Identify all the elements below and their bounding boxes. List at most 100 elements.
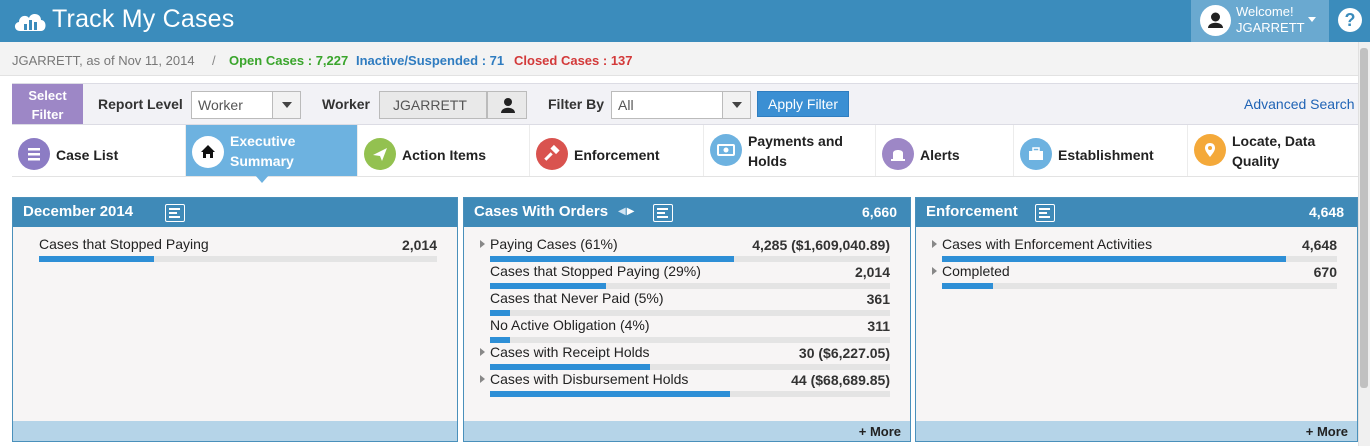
tab-establishment[interactable]: Establishment — [1014, 125, 1188, 176]
panel-rows: Paying Cases (61%) 4,285 ($1,609,040.89) C… — [464, 236, 910, 398]
worker-field[interactable]: JGARRETT — [379, 91, 487, 119]
row-label[interactable]: Completed — [942, 263, 1010, 279]
report-level-select[interactable]: Worker — [191, 91, 301, 119]
advanced-search-link[interactable]: Advanced Search — [1244, 96, 1355, 112]
row-label[interactable]: Paying Cases (61%) — [490, 236, 618, 252]
panel-header: December 2014 — [13, 198, 457, 227]
panel-footer: + More — [916, 421, 1357, 441]
worker-label: Worker — [322, 96, 370, 112]
expand-triangle-icon[interactable] — [480, 348, 485, 356]
help-icon[interactable]: ? — [1338, 8, 1362, 32]
row-value: 311 — [867, 318, 890, 334]
progress-bar — [942, 283, 1337, 289]
chevron-down-icon — [1308, 17, 1316, 22]
row-label[interactable]: No Active Obligation (4%) — [490, 317, 650, 333]
panel-cases-with-orders: Cases With Orders ◀▶ 6,660 Paying Cases … — [463, 197, 911, 442]
progress-bar — [39, 256, 437, 262]
more-link[interactable]: + More — [1305, 424, 1348, 439]
report-level-value: Worker — [198, 97, 243, 113]
tab-label: Establishment — [1058, 147, 1154, 163]
closed-cases-count[interactable]: Closed Cases : 137 — [514, 53, 633, 68]
inactive-cases-count[interactable]: Inactive/Suspended : 71 — [356, 53, 505, 68]
expand-triangle-icon[interactable] — [480, 375, 485, 383]
status-bar: JGARRETT, as of Nov 11, 2014 / Open Case… — [0, 42, 1358, 76]
row-value: 4,285 ($1,609,040.89) — [752, 237, 890, 253]
row-label[interactable]: Cases with Enforcement Activities — [942, 236, 1153, 252]
panel-title: Enforcement — [926, 203, 1018, 220]
row-value: 2,014 — [854, 264, 890, 280]
panel-header: Cases With Orders ◀▶ 6,660 — [464, 198, 910, 227]
report-icon[interactable] — [1035, 204, 1055, 222]
row-value: 44 ($68,689.85) — [791, 372, 890, 388]
panel-total: 6,660 — [861, 204, 897, 220]
row-value: 2,014 — [401, 237, 437, 253]
tab-label: Executive Summary — [230, 133, 296, 169]
list-icon — [18, 138, 50, 170]
progress-bar — [490, 310, 890, 316]
summary-row[interactable]: Completed 670 — [916, 263, 1357, 290]
report-icon[interactable] — [653, 204, 673, 222]
summary-row[interactable]: Cases that Stopped Paying 2,014 — [13, 236, 457, 263]
tab-payments-and-holds[interactable]: Payments and Holds — [704, 125, 876, 176]
report-icon[interactable] — [165, 204, 185, 222]
summary-row[interactable]: Cases that Never Paid (5%) 361 — [464, 290, 910, 317]
row-label[interactable]: Cases with Receipt Holds — [490, 344, 650, 360]
worker-lookup-button[interactable] — [487, 91, 527, 119]
expand-triangle-icon[interactable] — [932, 267, 937, 275]
panel-title: December 2014 — [23, 203, 134, 220]
select-filter-button[interactable]: Select Filter — [12, 84, 83, 124]
progress-bar-fill — [490, 391, 730, 397]
panel-footer — [13, 421, 457, 441]
filter-bar: Select Filter Report Level Worker Worker… — [12, 83, 1358, 125]
summary-row[interactable]: No Active Obligation (4%) 311 — [464, 317, 910, 344]
row-value: 670 — [1313, 264, 1337, 280]
app-title: Track My Cases — [52, 5, 235, 33]
money-icon — [710, 134, 742, 166]
nav-tabs: Case List Executive Summary Action Items… — [12, 125, 1358, 177]
gavel-icon — [536, 138, 568, 170]
row-label[interactable]: Cases with Disbursement Holds — [490, 371, 689, 387]
tab-case-list[interactable]: Case List — [12, 125, 186, 176]
panel-footer: + More — [464, 421, 910, 441]
filter-by-label: Filter By — [548, 96, 605, 112]
summary-row[interactable]: Cases that Stopped Paying (29%) 2,014 — [464, 263, 910, 290]
progress-bar — [490, 391, 890, 397]
user-menu[interactable]: Welcome! JGARRETT — [1191, 0, 1329, 42]
scrollbar-thumb[interactable] — [1360, 48, 1368, 388]
chevron-down-icon — [272, 92, 300, 118]
open-cases-count[interactable]: Open Cases : 7,227 — [229, 53, 349, 68]
user-avatar-icon — [1200, 5, 1231, 36]
row-label[interactable]: Cases that Never Paid (5%) — [490, 290, 664, 306]
active-tab-pointer — [255, 175, 269, 183]
welcome-text: Welcome! JGARRETT — [1236, 4, 1305, 36]
row-value: 30 ($6,227.05) — [798, 345, 890, 361]
cloud-chart-logo-icon — [14, 14, 46, 31]
expand-triangle-icon[interactable] — [480, 240, 485, 248]
tab-label: Case List — [56, 147, 119, 163]
row-label[interactable]: Cases that Stopped Paying (29%) — [490, 263, 701, 279]
status-separator: / — [212, 53, 216, 68]
progress-bar-fill — [490, 364, 650, 370]
filter-by-select[interactable]: All — [611, 91, 751, 119]
tab-locate-data-quality[interactable]: Locate, Data Quality — [1188, 125, 1358, 176]
panel-header: Enforcement 4,648 — [916, 198, 1357, 227]
summary-row[interactable]: Cases with Disbursement Holds 44 ($68,689… — [464, 371, 910, 398]
progress-bar — [490, 337, 890, 343]
tab-alerts[interactable]: Alerts — [876, 125, 1014, 176]
more-link[interactable]: + More — [858, 424, 901, 439]
tab-enforcement[interactable]: Enforcement — [530, 125, 704, 176]
tab-executive-summary[interactable]: Executive Summary — [186, 125, 358, 176]
apply-filter-button[interactable]: Apply Filter — [757, 91, 849, 117]
row-label[interactable]: Cases that Stopped Paying — [39, 236, 209, 252]
tab-label: Payments and Holds — [748, 133, 843, 169]
progress-bar — [942, 256, 1337, 262]
summary-row[interactable]: Cases with Enforcement Activities 4,648 — [916, 236, 1357, 263]
expand-triangle-icon[interactable] — [932, 240, 937, 248]
bell-icon — [882, 138, 914, 170]
home-icon — [192, 136, 224, 168]
prev-next-arrows-icon[interactable]: ◀▶ — [618, 206, 636, 217]
summary-row[interactable]: Paying Cases (61%) 4,285 ($1,609,040.89) — [464, 236, 910, 263]
tab-action-items[interactable]: Action Items — [358, 125, 530, 176]
summary-row[interactable]: Cases with Receipt Holds 30 ($6,227.05) — [464, 344, 910, 371]
filter-by-value: All — [618, 97, 634, 113]
